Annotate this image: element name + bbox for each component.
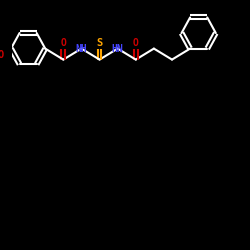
Text: HN: HN [112,44,124,54]
Text: O: O [60,38,66,48]
Text: NH: NH [76,44,87,54]
Text: O: O [0,50,4,60]
Text: O: O [133,38,139,48]
Text: S: S [96,38,103,48]
